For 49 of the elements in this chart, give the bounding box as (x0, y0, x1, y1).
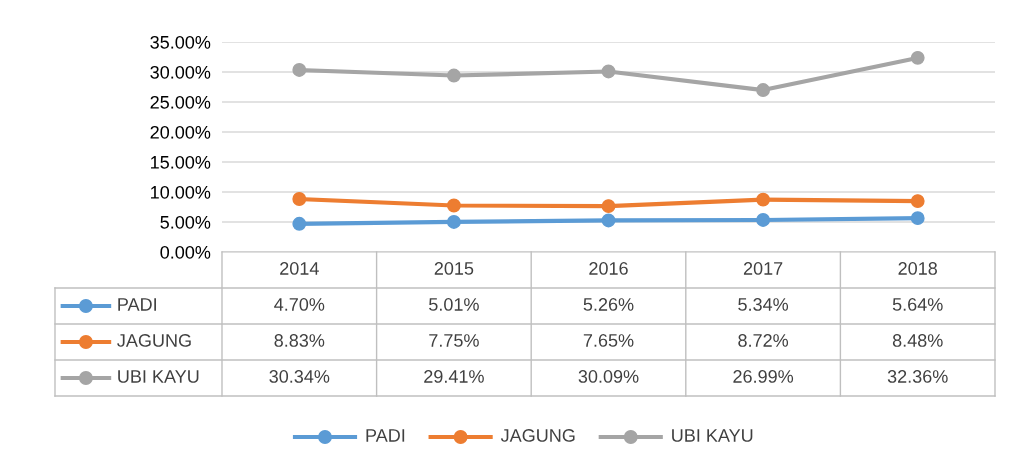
point (446, 68, 461, 83)
data-label: 8.48% (892, 334, 943, 347)
text: JAGUNG (500, 429, 575, 442)
point (756, 213, 771, 227)
y-tick-label: 5.00% (160, 215, 211, 229)
y-tick-label: 25.00% (150, 95, 211, 109)
x-tick-label: 2018 (898, 262, 937, 275)
text: UBI KAYU (672, 429, 753, 442)
data-label: 5.64% (892, 298, 943, 311)
x-tick-label: 2014 (280, 262, 319, 275)
point (756, 83, 771, 98)
point (292, 192, 307, 206)
data-label: 7.75% (429, 334, 479, 347)
text: PADI (366, 429, 405, 442)
data-label: 5.34% (738, 298, 789, 311)
data-label: 30.34% (269, 370, 330, 383)
y-tick-label: 20.00% (150, 125, 211, 139)
point (601, 64, 616, 79)
legend-label: UBI KAYU (118, 370, 199, 383)
point (910, 194, 925, 209)
data-label: 32.36% (887, 370, 948, 383)
y-tick-label: 10.00% (151, 185, 211, 199)
point (910, 211, 925, 226)
data-label: 8.72% (738, 334, 789, 347)
y-tick-label: 35.00% (150, 35, 211, 49)
data-label: 26.99% (733, 370, 794, 383)
legend-label: PADI (118, 298, 156, 311)
point (756, 192, 771, 207)
data-label: 7.65% (583, 334, 634, 347)
data-label: 30.09% (578, 370, 639, 383)
point (601, 213, 616, 228)
legend-label: JAGUNG (117, 334, 191, 347)
y-tick-label: 0.00% (160, 245, 211, 259)
point (446, 198, 461, 213)
x-tick-label: 2015 (434, 262, 474, 275)
point (446, 214, 461, 229)
point (910, 50, 925, 65)
y-tick-label: 15.00% (151, 155, 211, 169)
x-tick-label: 2016 (589, 262, 628, 275)
point (292, 63, 307, 77)
data-label: 29.41% (424, 370, 484, 383)
x-tick-label: 2017 (743, 262, 783, 275)
data-label: 5.26% (583, 298, 634, 311)
point (292, 216, 307, 231)
data-label: 4.70% (274, 298, 325, 311)
data-label: 5.01% (429, 298, 479, 311)
point (601, 199, 616, 214)
data-label: 8.83% (274, 334, 325, 347)
y-tick-label: 30.00% (150, 65, 211, 79)
